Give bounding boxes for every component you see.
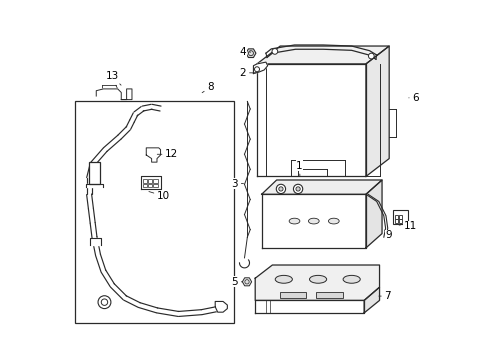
Bar: [153, 179, 157, 183]
Text: 5: 5: [231, 277, 242, 287]
Bar: [398, 215, 402, 219]
Circle shape: [98, 296, 111, 309]
Ellipse shape: [343, 275, 360, 283]
Circle shape: [254, 67, 259, 72]
Ellipse shape: [288, 218, 299, 224]
Circle shape: [276, 184, 285, 194]
Polygon shape: [261, 180, 381, 194]
Text: 4: 4: [239, 47, 250, 57]
Polygon shape: [146, 148, 160, 162]
Polygon shape: [261, 194, 365, 248]
Bar: [394, 215, 397, 219]
Polygon shape: [257, 64, 365, 176]
Circle shape: [367, 53, 373, 59]
Bar: [148, 184, 152, 187]
Text: 3: 3: [231, 179, 243, 189]
Bar: [393, 210, 407, 224]
Polygon shape: [90, 238, 101, 246]
Circle shape: [101, 299, 107, 305]
Bar: [142, 184, 147, 187]
Text: 6: 6: [408, 93, 418, 103]
Text: 1: 1: [296, 161, 302, 176]
Ellipse shape: [309, 275, 326, 283]
Circle shape: [278, 187, 283, 191]
Bar: [279, 292, 305, 298]
Text: 2: 2: [239, 68, 256, 78]
Ellipse shape: [308, 218, 319, 224]
Text: 7: 7: [378, 291, 390, 301]
Polygon shape: [215, 301, 227, 312]
Bar: [142, 179, 147, 183]
Text: 13: 13: [105, 71, 121, 85]
Bar: [148, 179, 152, 183]
Bar: [394, 219, 397, 223]
Polygon shape: [86, 184, 102, 187]
Polygon shape: [365, 46, 388, 176]
Bar: [153, 184, 157, 187]
Polygon shape: [257, 46, 388, 64]
Ellipse shape: [275, 275, 292, 283]
Polygon shape: [253, 62, 267, 73]
Circle shape: [295, 187, 300, 191]
Circle shape: [271, 49, 277, 54]
Polygon shape: [255, 300, 364, 313]
Text: 12: 12: [157, 149, 178, 159]
Text: 10: 10: [149, 191, 170, 201]
Bar: [315, 292, 342, 298]
Text: 8: 8: [202, 82, 213, 93]
Text: 9: 9: [384, 230, 391, 240]
Polygon shape: [365, 180, 381, 248]
Bar: [398, 219, 402, 223]
Polygon shape: [364, 287, 379, 313]
Polygon shape: [96, 89, 132, 100]
Bar: [89, 162, 100, 184]
Polygon shape: [255, 265, 379, 300]
Text: 11: 11: [398, 221, 416, 231]
Circle shape: [293, 184, 302, 194]
Bar: [75, 102, 233, 323]
Ellipse shape: [328, 218, 339, 224]
Polygon shape: [141, 176, 160, 189]
